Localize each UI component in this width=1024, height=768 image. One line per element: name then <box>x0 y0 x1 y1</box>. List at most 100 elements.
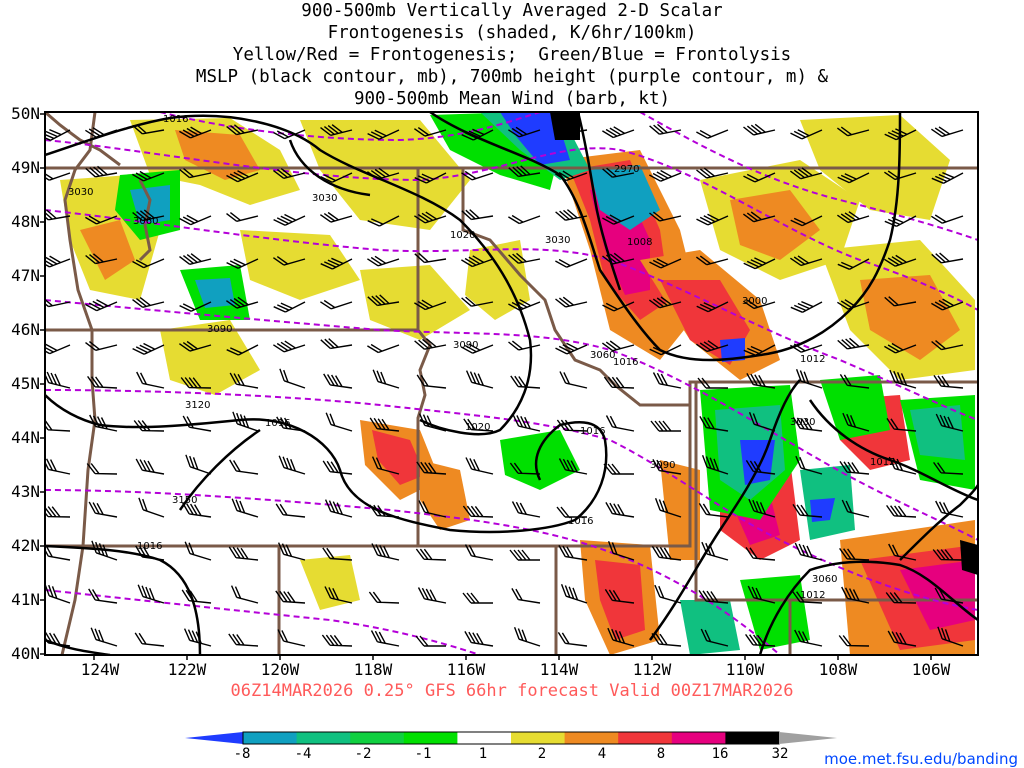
lat-label: 42N <box>11 536 40 555</box>
wind-barb <box>45 128 71 141</box>
wind-barb <box>275 503 306 518</box>
height-label: 3060 <box>812 574 837 585</box>
wind-barb <box>937 626 964 647</box>
wind-barb <box>886 418 917 432</box>
wind-barb <box>277 629 306 647</box>
wind-barb <box>651 546 682 561</box>
wind-barb <box>884 296 917 307</box>
title-line-5: 900-500mb Mean Wind (barb, kt) <box>353 89 671 109</box>
wind-barb <box>85 253 118 265</box>
wind-barb <box>888 543 917 561</box>
wind-barb <box>748 411 776 432</box>
lat-label: 44N <box>11 428 40 447</box>
wind-barb <box>696 129 729 139</box>
wind-barb <box>931 126 964 138</box>
lat-label: 41N <box>11 590 40 609</box>
wind-barb <box>45 172 71 181</box>
wind-barb <box>135 458 165 475</box>
wind-barb <box>650 420 681 432</box>
contour-labels: 1016 1020 1008 1016 1016 1016 1020 1016 … <box>68 114 895 601</box>
wind-barb <box>559 371 588 389</box>
wind-barb <box>464 544 494 561</box>
wind-barb <box>85 127 118 138</box>
lon-label: 120W <box>260 660 300 679</box>
wind-barb <box>699 416 729 432</box>
wind-barb <box>135 545 165 561</box>
colorbar-tick-label: -1 <box>414 746 432 762</box>
map-field: 1016 1020 1008 1016 1016 1016 1020 1016 … <box>45 112 978 655</box>
height-label: 3060 <box>590 350 615 361</box>
height-label: 2970 <box>614 164 639 175</box>
wind-barb <box>225 296 259 309</box>
lat-label: 49N <box>11 158 40 177</box>
colorbar-cell <box>511 732 566 744</box>
colorbar-tick-label: -8 <box>233 746 251 762</box>
colorbar-tick-label: 2 <box>537 746 547 762</box>
wind-barb <box>790 129 823 140</box>
wind-barb <box>789 167 823 180</box>
colorbar-tick-label: 1 <box>478 746 488 762</box>
pressure-label: 1016 <box>137 541 162 552</box>
wind-barb <box>371 543 400 561</box>
colorbar-cell <box>350 732 405 744</box>
wind-barb <box>319 211 353 223</box>
wind-barb <box>367 255 400 267</box>
pressure-label: 1020 <box>450 230 475 241</box>
wind-barb <box>367 215 400 227</box>
lon-label: 124W <box>80 660 120 679</box>
wind-barb <box>367 343 400 354</box>
wind-barb <box>602 167 635 178</box>
wind-barb <box>510 375 541 389</box>
wind-barb <box>279 368 306 389</box>
wind-barb <box>795 455 823 475</box>
wind-barb <box>558 458 588 475</box>
wind-barb <box>601 340 635 352</box>
lon-label: 106W <box>911 660 951 679</box>
wind-barb <box>320 338 353 350</box>
wind-barb <box>229 459 259 475</box>
credit-url[interactable]: moe.met.fsu.edu/banding <box>824 750 1018 768</box>
wind-barb <box>509 462 541 475</box>
wind-barb <box>322 547 353 561</box>
wind-barb <box>652 459 682 475</box>
wind-barb <box>367 129 400 140</box>
wind-barb <box>931 214 964 224</box>
wind-barb <box>229 372 259 389</box>
wind-barb <box>555 258 588 268</box>
wind-barb <box>602 126 635 139</box>
wind-barb <box>603 463 634 475</box>
wind-barb <box>185 454 212 475</box>
wind-barb <box>273 213 306 226</box>
wind-barb <box>325 412 353 432</box>
wind-barb <box>837 211 870 224</box>
colorbar-cell <box>296 732 351 744</box>
wind-barb <box>272 256 306 266</box>
wind-barb <box>795 368 823 389</box>
wind-barb <box>226 124 259 136</box>
wind-barb <box>557 632 588 647</box>
wind-barb <box>841 586 870 604</box>
title-line-1: 900-500mb Vertically Averaged 2-D Scalar <box>301 1 723 21</box>
wind-barb <box>320 124 353 136</box>
wind-barb <box>182 502 212 518</box>
wind-barb <box>226 212 259 222</box>
pressure-label: 1016 <box>265 418 290 429</box>
wind-barb <box>841 499 870 518</box>
wind-barb <box>369 417 400 432</box>
wind-barb <box>792 417 823 432</box>
colorbar-arrow-right <box>779 732 837 744</box>
wind-barb <box>275 590 306 604</box>
wind-barb <box>226 258 259 269</box>
height-label: 3090 <box>650 460 675 471</box>
wind-barb <box>134 632 165 647</box>
wind-barb <box>839 461 870 475</box>
wind-barb <box>232 411 259 432</box>
wind-barb <box>508 252 541 264</box>
wind-barb <box>745 460 776 475</box>
wind-barb <box>649 344 682 356</box>
wind-barb <box>416 461 447 475</box>
wind-barb <box>748 498 776 518</box>
lon-label: 112W <box>632 660 672 679</box>
wind-barb <box>181 589 212 604</box>
